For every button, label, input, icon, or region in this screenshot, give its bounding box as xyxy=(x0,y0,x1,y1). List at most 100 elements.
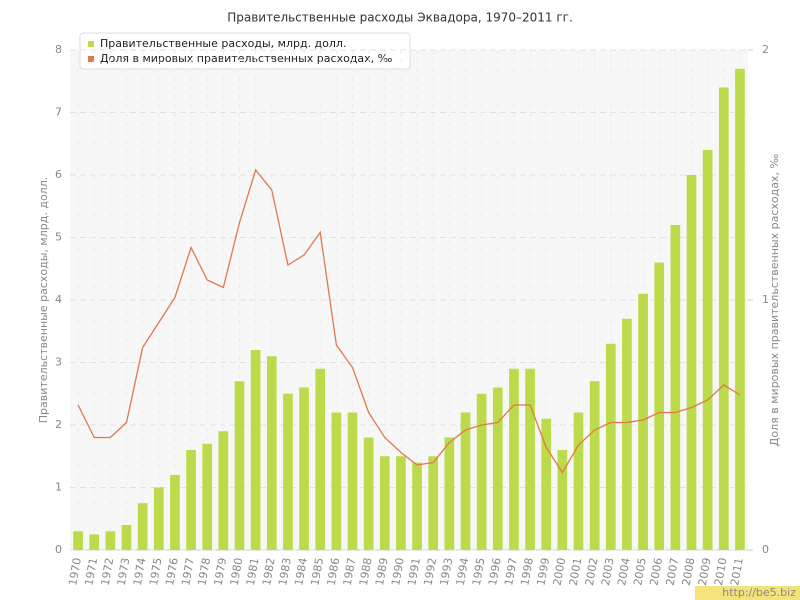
bar xyxy=(396,456,406,550)
bar xyxy=(89,534,100,550)
bar xyxy=(541,418,552,550)
legend-swatch xyxy=(88,41,94,47)
bar xyxy=(170,475,180,550)
y2-tick-label: 0 xyxy=(762,543,769,556)
legend-label: Доля в мировых правительственных расхода… xyxy=(100,52,393,65)
bar xyxy=(105,531,116,550)
bar xyxy=(73,531,83,550)
x-tick-label: 2008 xyxy=(680,557,698,587)
bar xyxy=(250,350,261,550)
x-tick-label: 1994 xyxy=(454,557,472,587)
chart-title: Правительственные расходы Эквадора, 1970… xyxy=(227,11,573,25)
x-tick-label: 1986 xyxy=(325,557,343,587)
y-tick-label: 2 xyxy=(55,418,62,431)
x-tick-label: 2004 xyxy=(615,557,633,587)
bar xyxy=(444,437,455,550)
x-tick-label: 1998 xyxy=(518,557,536,587)
x-tick-label: 1975 xyxy=(147,557,165,587)
x-tick-label: 1984 xyxy=(292,557,310,587)
x-tick-label: 1979 xyxy=(212,557,230,587)
bar xyxy=(509,368,519,550)
bar xyxy=(589,381,600,550)
legend-box xyxy=(79,32,411,70)
bar xyxy=(202,443,213,550)
bar xyxy=(686,175,697,550)
x-tick-label: 2001 xyxy=(567,557,585,587)
bar xyxy=(379,456,390,550)
bar xyxy=(428,456,439,550)
x-tick-label: 1976 xyxy=(163,557,181,587)
x-tick-label: 2010 xyxy=(712,557,730,587)
bar xyxy=(622,318,632,550)
x-tick-label: 1997 xyxy=(502,557,520,587)
bar xyxy=(412,462,422,550)
x-tick-label: 2005 xyxy=(631,557,649,587)
x-tick-label: 2002 xyxy=(583,557,601,587)
x-tick-label: 1971 xyxy=(82,557,100,587)
x-tick-label: 2003 xyxy=(599,557,617,587)
x-tick-label: 1985 xyxy=(308,557,326,587)
bar xyxy=(735,68,745,550)
x-tick-label: 1970 xyxy=(66,557,84,587)
y-tick-label: 1 xyxy=(55,481,62,494)
bar xyxy=(331,412,342,550)
x-tick-label: 1995 xyxy=(470,557,488,587)
x-tick-label: 2006 xyxy=(647,557,665,587)
bar xyxy=(557,450,568,550)
bar xyxy=(266,356,277,550)
y2-tick-label: 1 xyxy=(762,293,769,306)
bar xyxy=(718,87,729,550)
y-tick-label: 0 xyxy=(55,543,62,556)
x-tick-label: 1981 xyxy=(244,557,262,587)
bar xyxy=(121,525,132,550)
x-tick-label: 1987 xyxy=(341,557,359,587)
x-tick-label: 1977 xyxy=(179,557,197,587)
x-tick-label: 1996 xyxy=(486,557,504,587)
x-tick-label: 2000 xyxy=(551,557,569,587)
bar xyxy=(492,387,503,550)
x-tick-label: 2009 xyxy=(696,557,714,587)
bar xyxy=(315,368,326,550)
bar xyxy=(702,150,713,550)
x-tick-label: 2007 xyxy=(664,557,682,587)
bar xyxy=(476,393,487,550)
x-tick-label: 2011 xyxy=(728,557,746,587)
y-tick-label: 4 xyxy=(55,293,62,306)
bar xyxy=(186,450,196,550)
bar xyxy=(347,412,358,550)
x-tick-label: 1974 xyxy=(131,557,149,587)
bar xyxy=(605,343,616,550)
y-tick-label: 8 xyxy=(55,43,62,56)
y2-tick-label: 2 xyxy=(762,43,769,56)
x-tick-label: 1991 xyxy=(405,557,423,587)
x-tick-label: 1980 xyxy=(228,557,246,587)
bar xyxy=(460,412,471,550)
bar xyxy=(137,503,148,550)
x-tick-label: 1973 xyxy=(115,557,133,587)
x-tick-label: 1992 xyxy=(421,557,439,587)
x-tick-label: 1982 xyxy=(260,557,278,587)
x-tick-label: 1972 xyxy=(99,557,117,587)
x-tick-label: 1983 xyxy=(276,557,294,587)
bar xyxy=(234,381,245,550)
bar xyxy=(573,412,584,550)
legend: Правительственные расходы, млрд. долл. До… xyxy=(79,32,411,70)
y-axis-label: Правительственные расходы, млрд. долл. xyxy=(37,177,50,423)
y-tick-label: 5 xyxy=(55,231,62,244)
y-tick-label: 7 xyxy=(55,106,62,119)
bar xyxy=(283,393,293,550)
bar xyxy=(638,293,648,550)
x-tick-label: 1988 xyxy=(357,557,375,587)
bar xyxy=(654,262,665,550)
x-tick-label: 1999 xyxy=(534,557,552,587)
x-tick-label: 1989 xyxy=(373,557,391,587)
y-tick-label: 3 xyxy=(55,356,62,369)
bar xyxy=(299,387,309,550)
x-tick-label: 1978 xyxy=(195,557,213,587)
x-tick-label: 1993 xyxy=(438,557,456,587)
bar xyxy=(153,487,164,550)
line xyxy=(77,168,741,474)
bar xyxy=(525,368,535,550)
y2-axis-label: Доля в мировых правительственных расхода… xyxy=(768,154,781,447)
